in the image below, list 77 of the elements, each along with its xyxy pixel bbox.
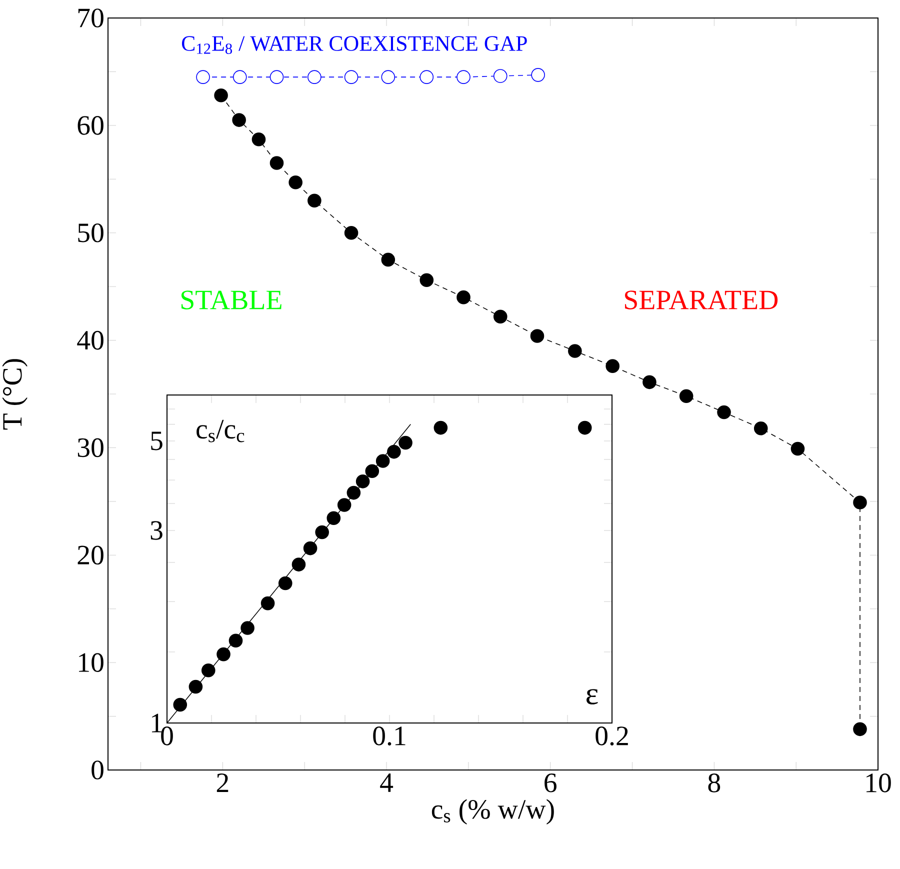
y-tick-label: 60 [78, 116, 104, 135]
point [853, 722, 867, 736]
point [717, 405, 731, 420]
point [315, 525, 329, 540]
point [493, 69, 508, 83]
series-label: C$_{12}$E$_{8}$ / WATER COEXISTENCE GAP [182, 36, 527, 54]
point [420, 70, 434, 84]
y-axis-title: T (°C) [2, 359, 28, 430]
point [201, 664, 216, 678]
point [303, 541, 318, 556]
annotation: SEPARATED [625, 290, 778, 310]
point [853, 496, 867, 510]
x-axis-title: c$_{s}$ (% w/w) [432, 799, 554, 824]
x-tick-label: 6 [544, 774, 556, 792]
point [308, 194, 322, 208]
point [228, 634, 243, 648]
point [344, 70, 358, 84]
point [292, 558, 306, 572]
point [365, 464, 380, 478]
point [288, 175, 302, 190]
y-tick-label: 0 [92, 760, 104, 780]
y-tick-label: 1 [152, 714, 162, 732]
point [754, 421, 768, 436]
point [493, 310, 508, 324]
point [356, 474, 370, 488]
point [188, 680, 203, 694]
y-tick-label: 30 [78, 438, 104, 458]
point [606, 359, 620, 373]
point [173, 698, 188, 712]
point [344, 226, 358, 240]
x-axis-title: ε [586, 689, 598, 704]
y-tick-label: 10 [79, 653, 104, 672]
x-tick-label: 10 [866, 774, 891, 792]
point [270, 70, 284, 84]
point [337, 498, 352, 512]
x-tick-label: 8 [708, 774, 720, 792]
point [456, 70, 470, 84]
point [679, 389, 694, 404]
point [381, 252, 396, 267]
point [232, 113, 246, 127]
point [232, 70, 247, 84]
point [398, 436, 412, 450]
x-tick-label: 0.2 [596, 726, 628, 746]
y-axis-title: c$_{s}$/c$_{c}$ [196, 420, 244, 442]
point [578, 420, 592, 435]
y-tick-label: 20 [78, 546, 104, 565]
point [346, 486, 361, 500]
point [214, 88, 228, 102]
y-tick-label: 40 [77, 330, 104, 350]
x-tick-label: 0.1 [373, 726, 406, 746]
point [240, 621, 254, 635]
point [252, 132, 266, 146]
annotation: STABLE [181, 290, 282, 310]
point [376, 454, 390, 468]
point [531, 68, 545, 82]
point [434, 420, 448, 435]
point [196, 70, 210, 84]
point [326, 511, 341, 525]
point [530, 329, 544, 343]
x-tick-label: 2 [216, 774, 228, 792]
y-tick-label: 50 [78, 223, 104, 242]
point [790, 442, 805, 456]
point [642, 375, 656, 390]
y-tick-label: 3 [150, 521, 162, 540]
point [568, 344, 582, 358]
point [308, 70, 322, 84]
point [387, 444, 401, 459]
point [260, 596, 275, 610]
point [216, 647, 230, 662]
point [420, 273, 434, 288]
x-tick-label: 4 [380, 774, 394, 792]
point [278, 576, 292, 590]
point [456, 290, 470, 304]
y-tick-label: 70 [78, 8, 104, 28]
point [270, 156, 284, 170]
y-tick-label: 5 [151, 432, 162, 450]
point [381, 70, 396, 84]
